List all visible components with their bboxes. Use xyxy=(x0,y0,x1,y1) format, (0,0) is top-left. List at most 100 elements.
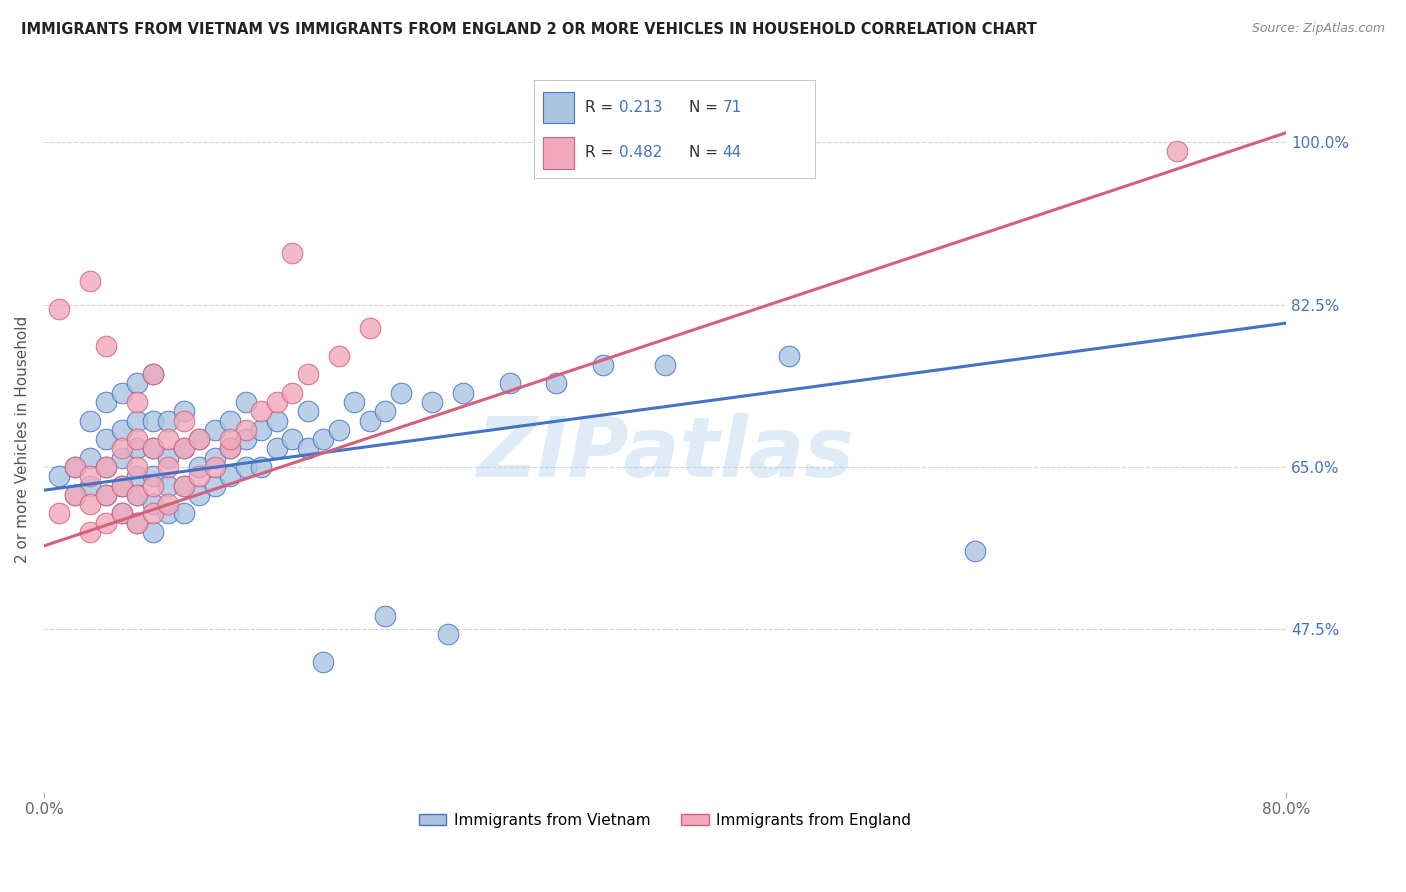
Point xyxy=(173,442,195,456)
Point xyxy=(142,442,165,456)
Point xyxy=(157,432,180,446)
Point xyxy=(592,358,614,372)
FancyBboxPatch shape xyxy=(543,92,574,123)
Point xyxy=(188,469,211,483)
Point xyxy=(250,423,273,437)
Text: 44: 44 xyxy=(723,145,742,161)
Point xyxy=(266,395,288,409)
Point xyxy=(94,488,117,502)
Point xyxy=(328,349,350,363)
Point xyxy=(389,385,412,400)
Point xyxy=(235,395,257,409)
Point xyxy=(266,414,288,428)
Point xyxy=(188,460,211,475)
Point xyxy=(142,497,165,511)
Point xyxy=(110,450,132,465)
Point xyxy=(48,469,70,483)
Text: R =: R = xyxy=(585,100,619,115)
Point xyxy=(157,507,180,521)
Point xyxy=(79,478,101,492)
Point xyxy=(125,516,148,530)
Point xyxy=(157,414,180,428)
Y-axis label: 2 or more Vehicles in Household: 2 or more Vehicles in Household xyxy=(15,316,30,563)
Point xyxy=(359,414,381,428)
Point xyxy=(142,414,165,428)
Point xyxy=(328,423,350,437)
Point xyxy=(48,302,70,317)
Point xyxy=(235,432,257,446)
Point xyxy=(94,395,117,409)
Text: 71: 71 xyxy=(723,100,742,115)
Point xyxy=(125,488,148,502)
Point xyxy=(778,349,800,363)
Point xyxy=(94,460,117,475)
Point xyxy=(110,442,132,456)
Point xyxy=(219,469,242,483)
Point xyxy=(79,524,101,539)
Text: N =: N = xyxy=(689,100,723,115)
Point xyxy=(142,469,165,483)
Point xyxy=(1166,145,1188,159)
Point xyxy=(235,460,257,475)
Point xyxy=(142,478,165,492)
Point xyxy=(654,358,676,372)
Point xyxy=(173,414,195,428)
Text: N =: N = xyxy=(689,145,723,161)
Point xyxy=(125,414,148,428)
Point xyxy=(48,507,70,521)
Point xyxy=(297,367,319,381)
Point xyxy=(188,488,211,502)
Point xyxy=(79,414,101,428)
Text: IMMIGRANTS FROM VIETNAM VS IMMIGRANTS FROM ENGLAND 2 OR MORE VEHICLES IN HOUSEHO: IMMIGRANTS FROM VIETNAM VS IMMIGRANTS FR… xyxy=(21,22,1038,37)
Point xyxy=(219,442,242,456)
Point xyxy=(157,478,180,492)
Point xyxy=(142,367,165,381)
Point xyxy=(374,404,396,418)
Point xyxy=(110,423,132,437)
Point xyxy=(173,404,195,418)
Point xyxy=(312,432,335,446)
Point xyxy=(125,516,148,530)
Point xyxy=(142,367,165,381)
Point xyxy=(235,423,257,437)
Point xyxy=(94,460,117,475)
Point xyxy=(281,385,304,400)
Point xyxy=(79,450,101,465)
Point xyxy=(451,385,474,400)
Point xyxy=(219,414,242,428)
Point xyxy=(188,432,211,446)
Point xyxy=(110,507,132,521)
Point xyxy=(312,655,335,669)
Point xyxy=(281,246,304,260)
Point xyxy=(157,450,180,465)
Point xyxy=(110,478,132,492)
Point xyxy=(250,404,273,418)
Point xyxy=(173,507,195,521)
Point xyxy=(281,432,304,446)
Text: ZIPatlas: ZIPatlas xyxy=(477,413,853,494)
Point xyxy=(110,507,132,521)
Text: 0.482: 0.482 xyxy=(619,145,662,161)
Text: R =: R = xyxy=(585,145,619,161)
Point xyxy=(173,442,195,456)
Text: Source: ZipAtlas.com: Source: ZipAtlas.com xyxy=(1251,22,1385,36)
Point xyxy=(359,320,381,334)
Point xyxy=(125,442,148,456)
Point xyxy=(250,460,273,475)
Point xyxy=(125,460,148,475)
Point xyxy=(219,442,242,456)
Point xyxy=(142,524,165,539)
Point xyxy=(125,376,148,391)
Point xyxy=(204,450,226,465)
Point xyxy=(125,488,148,502)
Point xyxy=(79,274,101,288)
Point xyxy=(204,478,226,492)
Point xyxy=(142,442,165,456)
Point xyxy=(436,627,458,641)
Point xyxy=(498,376,520,391)
Point xyxy=(79,497,101,511)
FancyBboxPatch shape xyxy=(543,137,574,169)
Point xyxy=(94,432,117,446)
Point xyxy=(63,488,86,502)
Legend: Immigrants from Vietnam, Immigrants from England: Immigrants from Vietnam, Immigrants from… xyxy=(412,806,917,834)
